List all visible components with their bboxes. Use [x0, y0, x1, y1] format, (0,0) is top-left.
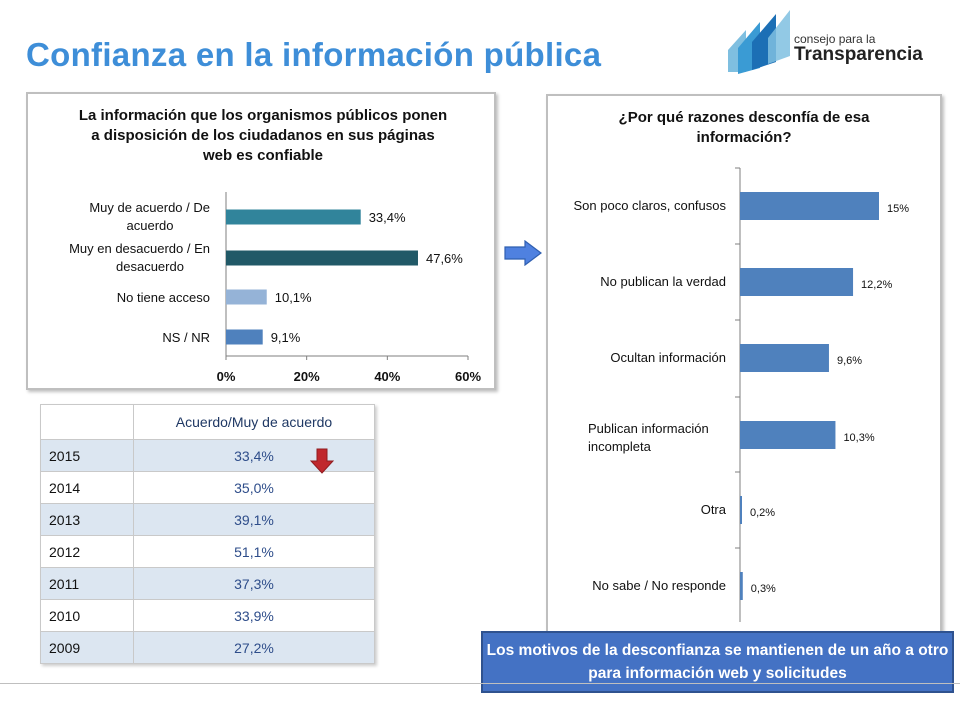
table-value-cell: 35,0% — [133, 471, 375, 504]
left-bar — [226, 250, 418, 266]
table-year-cell: 2011 — [40, 567, 134, 600]
left-bar — [226, 329, 263, 345]
left-bar-value-label: 9,1% — [271, 330, 301, 345]
right-chart-svg: 15% Son poco claros, confusos 12,2% No publ… — [574, 167, 909, 622]
footer-divider — [0, 683, 960, 684]
right-category-label: Ocultan información — [610, 350, 726, 365]
left-x-tick-label: 0% — [217, 369, 236, 384]
table-corner-cell — [40, 404, 134, 440]
table-row: 2012 51,1% — [40, 535, 375, 568]
table-value-cell: 33,9% — [133, 599, 375, 632]
right-chart-title: ¿Por qué razones desconfía de esa inform… — [618, 109, 870, 146]
table-year-cell: 2014 — [40, 471, 134, 504]
logo-mark-icon — [728, 10, 790, 74]
table-value-cell: 33,4% — [133, 439, 375, 472]
right-bar-value-label: 15% — [887, 203, 909, 215]
left-category-label: No tiene acceso — [117, 290, 210, 305]
right-chart-panel: ¿Por qué razones desconfía de esa inform… — [546, 94, 942, 636]
table-year-cell: 2013 — [40, 503, 134, 536]
right-category-label: No sabe / No responde — [592, 578, 726, 593]
table-value-cell: 51,1% — [133, 535, 375, 568]
table-row: 2015 33,4% — [40, 439, 375, 472]
right-bar — [740, 496, 742, 524]
left-bar — [226, 289, 267, 305]
left-x-tick-label: 60% — [455, 369, 481, 384]
right-category-label: Son poco claros, confusos — [574, 198, 727, 213]
left-bar-value-label: 10,1% — [275, 290, 312, 305]
right-bar — [740, 192, 879, 220]
table-row: 2011 37,3% — [40, 567, 375, 600]
left-category-label: Muy de acuerdo / De acuerdo — [89, 200, 210, 233]
right-bar — [740, 421, 836, 449]
table-year-cell: 2012 — [40, 535, 134, 568]
down-arrow-icon — [310, 448, 334, 474]
left-category-label: Muy en desacuerdo / En desacuerdo — [69, 241, 210, 274]
left-chart-title: La información que los organismos públic… — [78, 107, 448, 164]
table-value-cell: 37,3% — [133, 567, 375, 600]
left-bar — [226, 209, 361, 225]
right-bar-value-label: 9,6% — [837, 355, 862, 367]
table-year-cell: 2009 — [40, 631, 134, 664]
right-bar — [740, 268, 854, 296]
table-value-cell: 27,2% — [133, 631, 375, 664]
logo-line2: Transparencia — [794, 44, 923, 65]
right-category-label: Publican información incompleta — [588, 421, 709, 454]
right-bar-value-label: 0,2% — [750, 507, 775, 519]
left-x-tick-label: 20% — [294, 369, 320, 384]
left-bar-value-label: 33,4% — [369, 210, 406, 225]
table-row: 2014 35,0% — [40, 471, 375, 504]
agreement-table: Acuerdo/Muy de acuerdo 2015 33,4% 2014 35,0… — [40, 404, 375, 664]
right-bar — [740, 572, 743, 600]
right-bar-value-label: 0,3% — [751, 583, 776, 595]
table-year-cell: 2015 — [40, 439, 134, 472]
conclusion-note: Los motivos de la desconfianza se mantie… — [481, 631, 954, 693]
table-header: Acuerdo/Muy de acuerdo — [133, 404, 375, 440]
right-arrow-icon — [504, 240, 542, 266]
table-row: 2013 39,1% — [40, 503, 375, 536]
left-category-label: NS / NR — [162, 330, 210, 345]
right-category-label: Otra — [701, 502, 727, 517]
right-bar — [740, 344, 829, 372]
left-chart-panel: La información que los organismos públic… — [26, 92, 496, 390]
table-year-cell: 2010 — [40, 599, 134, 632]
left-chart-svg: 33,4% Muy de acuerdo / De acuerdo 47,6% Muy … — [69, 192, 481, 384]
table-row: 2009 27,2% — [40, 631, 375, 664]
right-bar-value-label: 10,3% — [843, 432, 874, 444]
logo: consejo para la Transparencia — [724, 8, 924, 78]
left-bar-value-label: 47,6% — [426, 251, 463, 266]
right-bar-value-label: 12,2% — [861, 279, 892, 291]
table-value-cell: 39,1% — [133, 503, 375, 536]
left-x-tick-label: 40% — [374, 369, 400, 384]
right-category-label: No publican la verdad — [600, 274, 726, 289]
logo-line1: consejo para la — [794, 32, 876, 46]
table-row: 2010 33,9% — [40, 599, 375, 632]
page-title: Confianza en la información pública — [26, 36, 602, 73]
